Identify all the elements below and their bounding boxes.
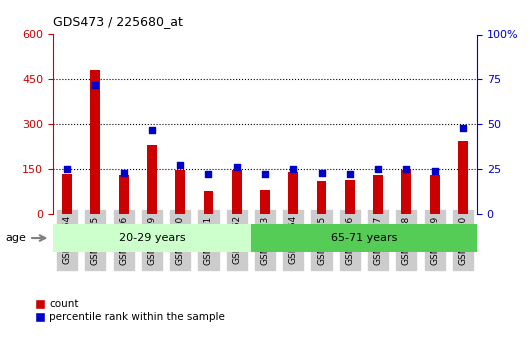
Bar (345, 179, 355, 214)
Point (148, 127, 156, 132)
Bar (373, 175, 383, 214)
Point (261, 172, 269, 177)
Point (91, 82, 100, 88)
Bar (53, 224, 251, 252)
Bar (204, 191, 214, 214)
Point (317, 170, 326, 175)
Point (430, 168, 439, 174)
Bar (175, 170, 185, 214)
Point (458, 125, 467, 130)
Text: 20-29 years: 20-29 years (119, 233, 186, 243)
Point (204, 172, 213, 177)
Bar (62, 174, 72, 214)
Bar (458, 141, 468, 214)
Point (233, 165, 241, 170)
Legend: count, percentile rank within the sample: count, percentile rank within the sample (32, 295, 229, 326)
Point (374, 166, 382, 172)
Bar (91, 70, 100, 214)
Point (176, 163, 184, 168)
Bar (401, 170, 411, 214)
Bar (430, 175, 439, 214)
Text: age: age (5, 233, 26, 243)
Bar (288, 172, 298, 214)
Bar (119, 175, 129, 214)
Bar (251, 224, 477, 252)
Point (63, 166, 72, 172)
Text: 65-71 years: 65-71 years (331, 233, 397, 243)
Point (289, 166, 297, 172)
Bar (147, 145, 157, 214)
Bar (260, 190, 270, 214)
Point (119, 170, 128, 175)
Point (402, 166, 411, 172)
Point (346, 172, 354, 177)
Bar (316, 181, 326, 214)
Text: GDS473 / 225680_at: GDS473 / 225680_at (53, 14, 183, 28)
Bar (232, 170, 242, 214)
